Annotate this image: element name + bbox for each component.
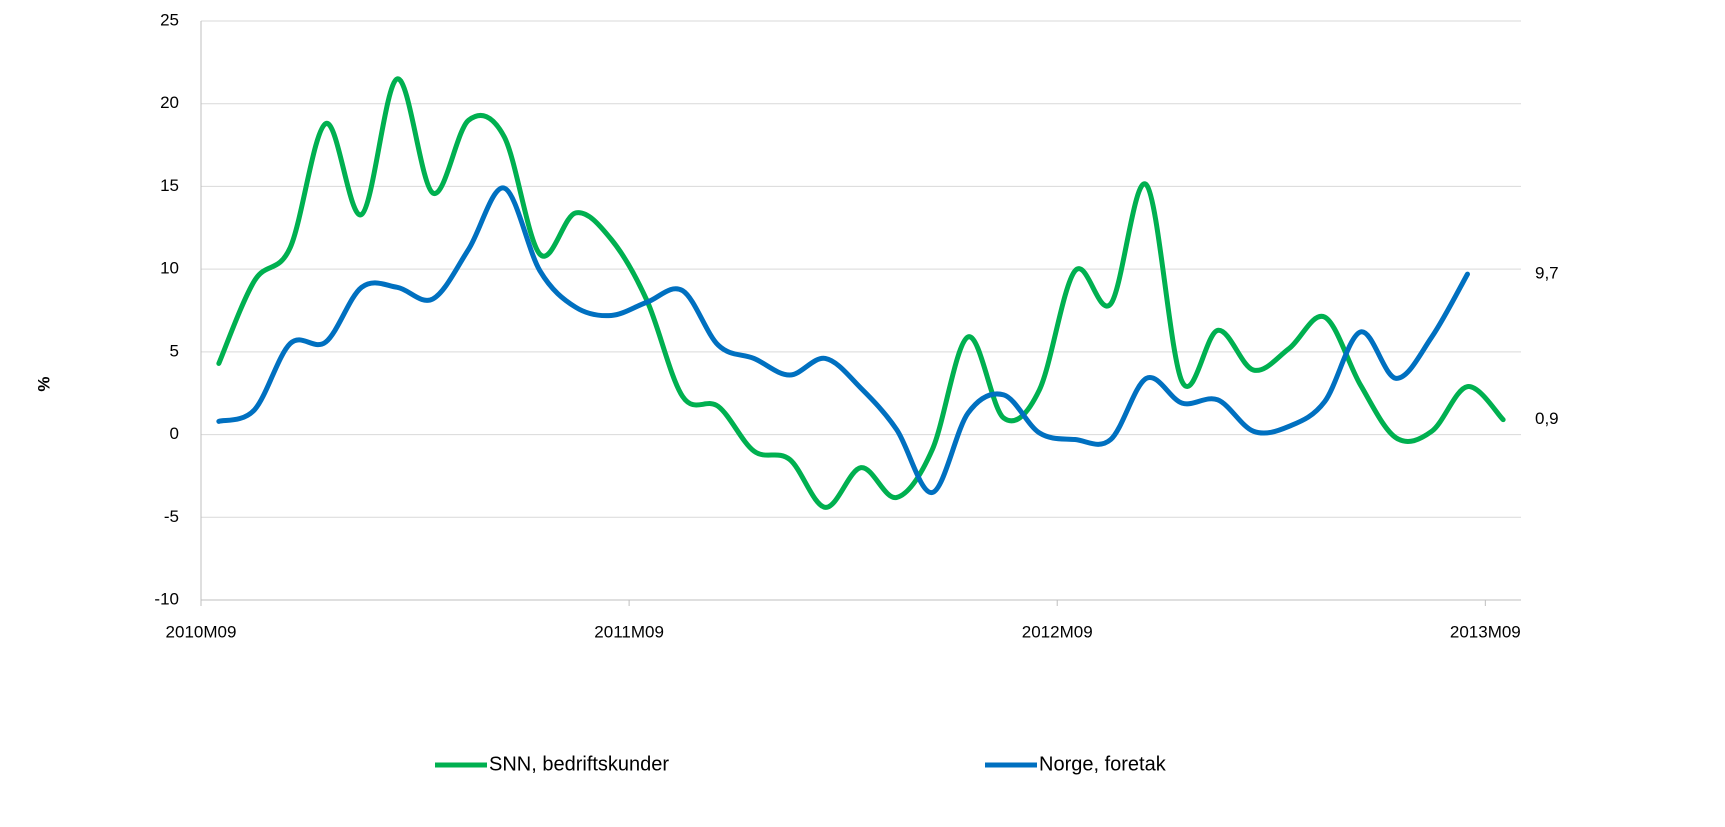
data-label: 9,7: [1535, 264, 1559, 283]
y-tick-label: -5: [164, 507, 179, 526]
y-tick-label: 15: [160, 176, 179, 195]
y-tick-label: 0: [170, 424, 179, 443]
line-series: [216, 76, 1506, 510]
x-tick-label: 2010M09: [166, 622, 237, 641]
data-label: 0,9: [1535, 409, 1559, 428]
y-axis-label: %: [34, 376, 53, 391]
y-tick-label: -10: [154, 589, 179, 608]
line-series: [216, 185, 1470, 495]
x-tick-label: 2013M09: [1450, 622, 1521, 641]
y-tick-label: 10: [160, 259, 179, 278]
legend-label: Norge, foretak: [1039, 753, 1167, 775]
y-tick-label: 20: [160, 93, 179, 112]
y-tick-label: 25: [160, 10, 179, 29]
legend-label: SNN, bedriftskunder: [489, 753, 669, 775]
x-tick-label: 2012M09: [1022, 622, 1093, 641]
x-tick-label: 2011M09: [594, 622, 664, 641]
y-tick-label: 5: [170, 341, 179, 360]
